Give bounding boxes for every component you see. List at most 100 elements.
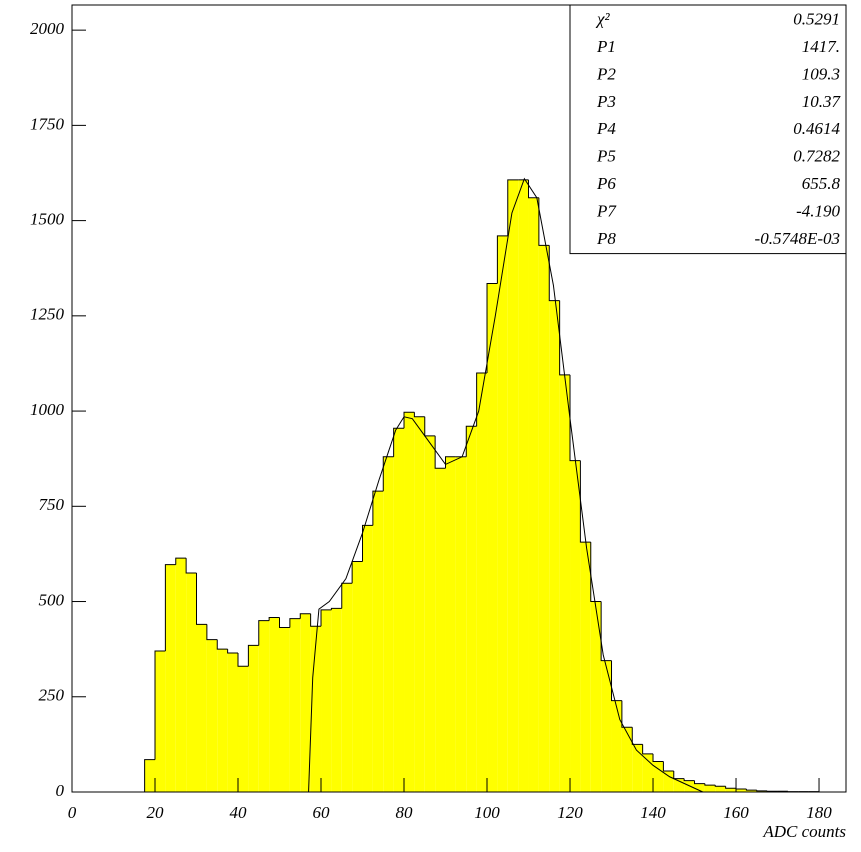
- bar: [445, 456, 456, 792]
- bar: [466, 426, 477, 792]
- bar: [269, 617, 280, 792]
- bar: [580, 542, 591, 792]
- bar-outline: [600, 601, 612, 662]
- bar: [362, 525, 373, 792]
- bar: [538, 245, 550, 793]
- bar-outline: [227, 649, 239, 654]
- y-tick-label: 0: [56, 781, 65, 800]
- bar: [590, 601, 602, 792]
- bar: [611, 700, 622, 792]
- bar: [186, 572, 197, 792]
- bar-outline: [403, 411, 415, 429]
- bar: [206, 639, 218, 792]
- bar: [736, 788, 747, 792]
- bar-outline: [330, 607, 342, 610]
- bar: [217, 649, 228, 792]
- bar-outline: [175, 557, 187, 565]
- bar: [258, 620, 270, 792]
- stats-value: 109.3: [802, 64, 840, 83]
- bar: [549, 300, 560, 792]
- bar-outline: [569, 374, 581, 462]
- bar: [476, 372, 488, 792]
- y-tick-label: 1250: [30, 305, 65, 324]
- stats-box: [569, 4, 847, 255]
- bar: [621, 727, 633, 792]
- bar: [642, 753, 654, 792]
- bar-outline: [144, 759, 156, 792]
- bar-outline: [434, 435, 446, 469]
- bar-outline: [611, 660, 622, 702]
- bar-outline: [341, 582, 353, 609]
- stats-label: P6: [596, 174, 616, 193]
- stats-value: 10.37: [802, 92, 842, 111]
- bar-outline: [714, 785, 726, 787]
- bar-outline: [413, 412, 425, 418]
- bar: [424, 435, 436, 792]
- bar-outline: [735, 788, 747, 790]
- x-tick-label: 180: [806, 803, 832, 822]
- bar-outline: [621, 700, 633, 728]
- y-tick-label: 250: [39, 686, 65, 705]
- bar: [175, 558, 187, 792]
- bar: [331, 608, 342, 792]
- bar: [756, 790, 768, 792]
- fit-curve: [308, 177, 704, 793]
- bar: [487, 283, 498, 792]
- stats-label: P3: [596, 92, 616, 111]
- bar-outline: [486, 282, 498, 373]
- stats-label: P4: [596, 119, 616, 138]
- bar: [144, 759, 156, 792]
- bar: [248, 645, 259, 792]
- bar-outline: [237, 652, 249, 667]
- y-tick-label: 750: [39, 495, 65, 514]
- bar: [507, 179, 519, 792]
- bar: [155, 651, 166, 792]
- x-tick-label: 160: [723, 803, 749, 822]
- bar-outline: [310, 613, 322, 627]
- bar-outline: [652, 753, 664, 763]
- stats-label: P2: [596, 64, 616, 83]
- bar-outline: [372, 490, 384, 526]
- y-tick-label: 500: [39, 590, 65, 609]
- stats-label: χ²: [595, 10, 610, 29]
- x-axis-label: ADC counts: [762, 822, 846, 841]
- bar: [715, 786, 726, 792]
- bar-outline: [590, 542, 602, 603]
- stats-label: P8: [596, 229, 616, 248]
- bar: [694, 783, 705, 792]
- bar: [279, 627, 290, 792]
- bar-outline: [476, 372, 488, 427]
- bar: [372, 491, 384, 792]
- bar-outline: [725, 786, 737, 789]
- bar: [725, 788, 737, 792]
- bar: [455, 456, 467, 792]
- bar-outline: [268, 617, 280, 621]
- bar: [404, 412, 415, 792]
- bar: [601, 660, 612, 792]
- bar-outline: [393, 427, 405, 457]
- bar-outline: [745, 788, 757, 791]
- bar: [238, 666, 249, 792]
- bar: [559, 374, 571, 792]
- bar-outline: [289, 618, 301, 628]
- bar: [570, 460, 581, 792]
- bar: [518, 179, 529, 792]
- bar: [528, 197, 539, 792]
- stats-value: -4.190: [796, 201, 840, 220]
- bar-outline: [196, 572, 207, 625]
- bar: [497, 235, 508, 793]
- y-tick-label: 1750: [30, 114, 65, 133]
- bar: [352, 561, 363, 792]
- y-tick-label: 2000: [30, 19, 65, 38]
- stats-value: 0.7282: [793, 147, 840, 166]
- bar: [663, 771, 674, 792]
- x-tick-label: 140: [640, 803, 666, 822]
- bar: [165, 564, 176, 792]
- x-tick-label: 40: [230, 803, 248, 822]
- bar-outline: [258, 620, 270, 646]
- bar-outline: [528, 179, 539, 199]
- bar-outline: [683, 778, 695, 782]
- bar: [704, 785, 716, 792]
- bar: [414, 416, 425, 792]
- bar: [341, 583, 353, 792]
